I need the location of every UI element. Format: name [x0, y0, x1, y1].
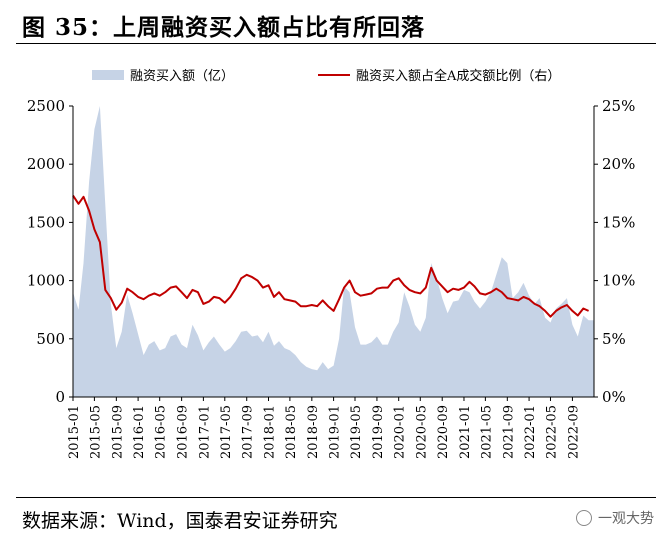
watermark-text: 一观大势	[598, 511, 654, 527]
y-left-tick-label: 0	[55, 388, 65, 406]
x-tick-label: 2015-09	[110, 405, 125, 459]
x-tick-label: 2022-05	[544, 405, 559, 459]
y-right-tick-label: 25%	[602, 97, 635, 115]
source-note: 数据来源：Wind，国泰君安证券研究	[22, 510, 338, 532]
area-financing-buy	[73, 106, 594, 397]
y-right-tick-label: 0%	[602, 388, 626, 406]
x-tick-label: 2020-09	[436, 405, 451, 459]
y-left-tick-label: 500	[36, 330, 65, 348]
tick-labels: 0 500 1000 1500 2000 2500 0% 5% 10% 15% 20% 25% 2015…	[27, 97, 636, 459]
x-tick-label: 2021-01	[458, 405, 473, 459]
legend-line-label: 融资买入额占全A成交额比例（右）	[356, 68, 560, 84]
x-tick-label: 2015-01	[67, 405, 82, 459]
x-tick-label: 2018-01	[262, 405, 277, 459]
x-tick-label: 2016-05	[154, 405, 169, 459]
x-tick-label: 2016-01	[132, 405, 147, 459]
chart: 0 500 1000 1500 2000 2500 0% 5% 10% 15% 20% 25% 2015…	[27, 68, 636, 459]
x-tick-label: 2020-05	[414, 405, 429, 459]
x-tick-label: 2017-09	[241, 405, 256, 459]
x-tick-label: 2015-05	[88, 405, 103, 459]
page-title: 图 35：上周融资买入额占比有所回落	[22, 14, 426, 41]
x-tick-label: 2019-05	[349, 405, 364, 459]
x-tick-label: 2021-05	[479, 405, 494, 459]
x-tick-label: 2022-09	[566, 405, 581, 459]
y-right-tick-label: 5%	[602, 330, 626, 348]
legend-area-label: 融资买入额（亿）	[130, 69, 234, 84]
line-financing-ratio	[72, 195, 590, 318]
y-right-tick-label: 15%	[602, 213, 635, 231]
x-tick-label: 2019-01	[328, 405, 343, 459]
y-left-tick-label: 1500	[27, 213, 65, 231]
x-tick-label: 2018-09	[306, 405, 321, 459]
x-tick-label: 2017-05	[219, 405, 234, 459]
x-tick-label: 2020-01	[393, 405, 408, 459]
legend: 融资买入额（亿） 融资买入额占全A成交额比例（右）	[92, 68, 560, 84]
watermark: 一观大势	[576, 508, 654, 528]
y-left-tick-label: 2000	[27, 155, 65, 173]
x-tick-label: 2016-09	[176, 405, 191, 459]
y-right-tick-label: 20%	[602, 155, 635, 173]
x-tick-label: 2022-01	[523, 405, 538, 459]
line-series	[72, 195, 590, 318]
area-series	[73, 106, 594, 397]
x-tick-label: 2019-09	[371, 405, 386, 459]
y-left-tick-label: 2500	[27, 97, 65, 115]
wechat-icon	[576, 510, 592, 526]
x-tick-label: 2021-09	[501, 405, 516, 459]
legend-area-swatch	[92, 70, 124, 80]
y-left-tick-label: 1000	[27, 272, 65, 290]
footer-rule	[16, 497, 656, 498]
x-tick-label: 2017-01	[197, 405, 212, 459]
x-tick-label: 2018-05	[284, 405, 299, 459]
y-right-tick-label: 10%	[602, 272, 635, 290]
title-rule	[16, 43, 656, 44]
axes	[69, 105, 598, 401]
